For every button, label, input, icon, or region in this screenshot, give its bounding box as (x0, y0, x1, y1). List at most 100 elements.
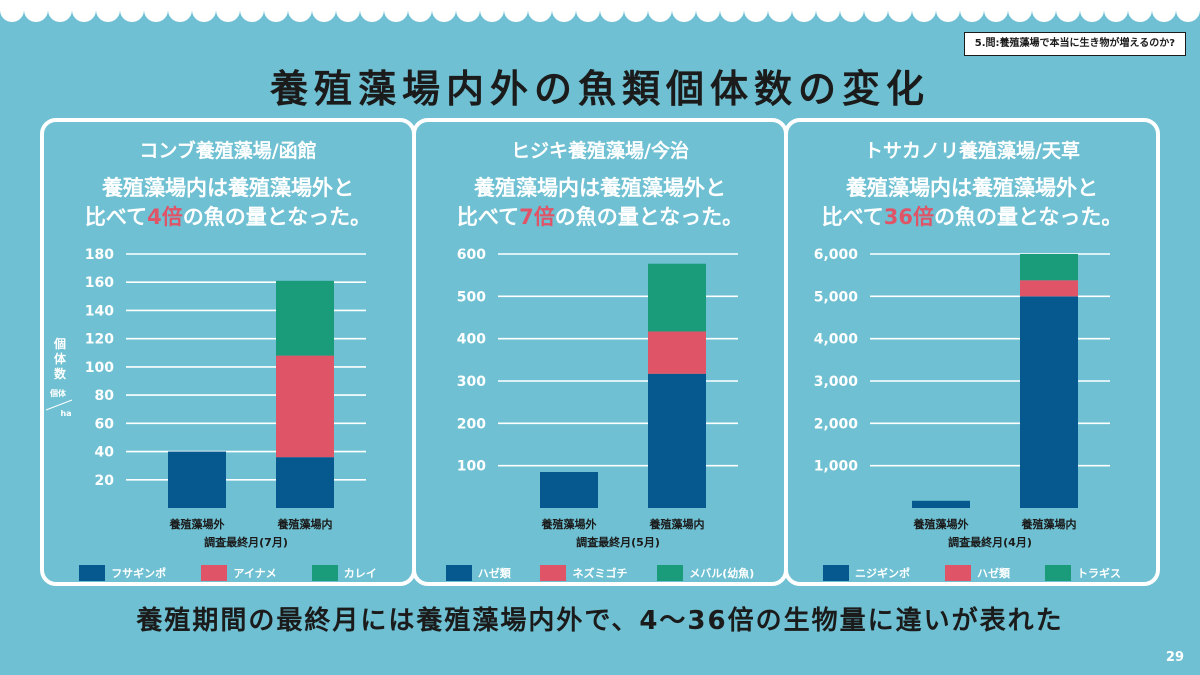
multiplier-highlight: 4倍 (147, 205, 183, 229)
caption-line-1: 養殖藻場内は養殖藻場外と (474, 176, 726, 200)
bar-segment (1020, 254, 1078, 281)
bar-segment (1020, 296, 1078, 508)
legend-item: ハゼ類 (945, 565, 1010, 581)
panel-title: ヒジキ養殖藻場/今治 (511, 140, 689, 162)
caption-line-2: 比べて36倍の魚の量となった。 (788, 203, 1156, 232)
y-tick-label: 400 (457, 332, 486, 348)
panel-caption: 養殖藻場内は養殖藻場外と 比べて4倍の魚の量となった。 (44, 174, 412, 232)
y-tick-label: 4,000 (814, 332, 859, 348)
x-axis-title: 調査最終月(4月) (948, 535, 1032, 549)
legend-label: ネズミゴチ (572, 567, 628, 580)
section-tag: 5.問:養殖藻場で本当に生き物が増えるのか? (963, 32, 1186, 56)
panel-caption: 養殖藻場内は養殖藻場外と 比べて7倍の魚の量となった。 (416, 174, 784, 232)
legend-swatch (1045, 565, 1071, 581)
legend-item: フサギンポ (79, 565, 166, 581)
y-tick-label: 500 (457, 289, 486, 305)
y-tick-label: 6,000 (814, 247, 859, 263)
bar-segment (648, 331, 706, 374)
y-tick-label: 40 (95, 445, 115, 461)
caption-line-1: 養殖藻場内は養殖藻場外と (102, 176, 354, 200)
page-number: 29 (1165, 650, 1184, 665)
x-category-label: 養殖藻場外 (170, 517, 225, 531)
chart-legend: フサギンポ アイナメ カレイ (44, 562, 412, 584)
legend-label: ハゼ類 (977, 567, 1010, 580)
y-tick-label: 180 (85, 247, 114, 263)
legend-item: ハゼ類 (445, 565, 511, 581)
x-axis-title: 調査最終月(5月) (576, 535, 660, 549)
x-category-label: 養殖藻場内 (278, 517, 333, 531)
y-tick-label: 100 (85, 360, 114, 376)
legend-swatch (79, 565, 106, 581)
panel-caption: 養殖藻場内は養殖藻場外と 比べて36倍の魚の量となった。 (788, 174, 1156, 232)
chart-legend: ニジギンポ ハゼ類 トラギス (788, 562, 1156, 584)
y-unit-char: 数 (54, 366, 67, 381)
y-unit-denominator: ha (60, 409, 71, 418)
y-tick-label: 600 (457, 247, 486, 263)
bar-segment (912, 500, 970, 508)
legend-swatch (657, 565, 684, 581)
legend-label: フサギンポ (111, 567, 167, 580)
chart-panel-amakusa: トサカノリ養殖藻場/天草 養殖藻場内は養殖藻場外と 比べて36倍の魚の量となった… (784, 118, 1160, 586)
bar-segment (276, 457, 334, 508)
caption-line-2: 比べて7倍の魚の量となった。 (416, 203, 784, 232)
chart-panel-hakodate: コンブ養殖藻場/函館 養殖藻場内は養殖藻場外と 比べて4倍の魚の量となった。 2… (40, 118, 416, 586)
chart-panel-imabari: ヒジキ養殖藻場/今治 養殖藻場内は養殖藻場外と 比べて7倍の魚の量となった。 1… (412, 118, 788, 586)
legend-swatch (945, 565, 971, 581)
multiplier-highlight: 7倍 (519, 205, 555, 229)
caption-line-1: 養殖藻場内は養殖藻場外と (846, 176, 1098, 200)
legend-swatch (823, 565, 849, 581)
legend-swatch (540, 565, 567, 581)
x-category-label: 養殖藻場内 (1022, 517, 1077, 531)
x-category-label: 養殖藻場外 (914, 517, 969, 531)
bar-chart-amakusa: 1,000 2,000 3,000 4,000 5,000 6,000 養殖藻場外 養殖藻場内… (814, 247, 1110, 549)
legend-label: アイナメ (233, 567, 277, 580)
legend-item: アイナメ (201, 565, 277, 581)
legend-item: ネズミゴチ (540, 565, 627, 581)
y-tick-label: 200 (457, 416, 486, 432)
panel-title: コンブ養殖藻場/函館 (139, 140, 317, 162)
legend-swatch (445, 565, 472, 581)
caption-post: の魚の量となった。 (934, 205, 1123, 229)
scallop-border (0, 0, 1200, 22)
legend-label: トラギス (1077, 567, 1121, 580)
bar-segment (648, 373, 706, 508)
y-tick-label: 2,000 (814, 416, 859, 432)
legend-swatch (311, 565, 338, 581)
bar-chart-hakodate: 20 40 60 80 100 120 140 160 180 養殖藻場外 養殖藻場内調査最終月(7… (45, 247, 366, 549)
bar-segment (276, 355, 334, 458)
legend-label: ハゼ類 (477, 567, 511, 580)
bar-segment (168, 451, 226, 508)
y-tick-label: 3,000 (814, 374, 859, 390)
bar-segment (276, 280, 334, 356)
y-tick-label: 80 (95, 388, 115, 404)
y-tick-label: 160 (85, 275, 114, 291)
legend-item: カレイ (311, 565, 377, 581)
legend-label: ニジギンポ (855, 567, 910, 580)
y-unit-char: 個 (53, 336, 66, 351)
y-tick-label: 5,000 (814, 289, 859, 305)
page-title: 養殖藻場内外の魚類個体数の変化 (269, 67, 930, 111)
panel-title: トサカノリ養殖藻場/天草 (864, 140, 1080, 162)
y-unit-numerator: 個体 (49, 388, 67, 398)
caption-pre: 比べて (821, 205, 884, 229)
caption-pre: 比べて (456, 205, 520, 229)
y-tick-label: 100 (457, 459, 486, 475)
y-tick-label: 60 (95, 416, 115, 432)
y-unit-char: 体 (54, 351, 67, 366)
y-tick-label: 120 (85, 332, 114, 348)
bar-segment (648, 263, 706, 332)
y-tick-label: 1,000 (814, 459, 859, 475)
legend-item: トラギス (1045, 565, 1121, 581)
chart-legend: ハゼ類 ネズミゴチ メバル(幼魚) (416, 562, 784, 584)
legend-swatch (201, 565, 228, 581)
caption-line-2: 比べて4倍の魚の量となった。 (44, 203, 412, 232)
y-unit-slash (45, 399, 73, 411)
caption-post: の魚の量となった。 (554, 205, 744, 229)
y-tick-label: 140 (85, 303, 114, 319)
bar-segment (1020, 280, 1078, 297)
scallop-shape (0, 0, 1200, 22)
x-category-label: 養殖藻場内 (650, 517, 705, 531)
y-tick-label: 300 (457, 374, 486, 390)
legend-item: ニジギンポ (823, 565, 910, 581)
